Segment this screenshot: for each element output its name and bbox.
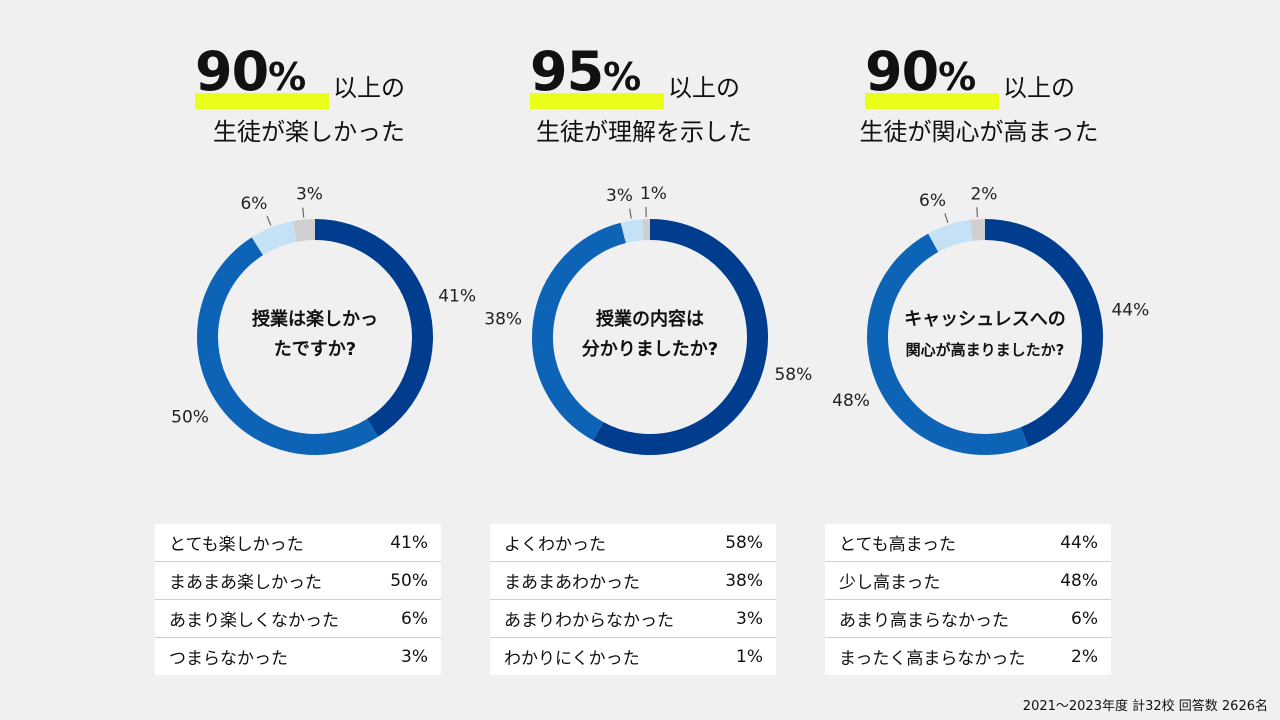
row-value: 38% — [725, 570, 763, 591]
donut-slice — [867, 233, 1029, 455]
slice-label: 3% — [606, 186, 633, 206]
leader-line — [944, 213, 949, 224]
headline-suffix: 以上の — [1003, 74, 1075, 102]
slice-label: 6% — [919, 191, 946, 211]
headline-subtitle: 生徒が楽しかった — [213, 118, 405, 146]
row-value: 6% — [1071, 608, 1098, 629]
donut-slice — [620, 219, 645, 244]
leader-line — [266, 215, 272, 226]
survey-panel-2: 95% 以上の 生徒が理解を示した 58% 38% 3% 1% 授業の内容は 分かりました… — [470, 0, 830, 720]
row-label: あまり高まらなかった — [839, 611, 1009, 631]
headline-percent: 90% — [195, 40, 306, 103]
row-label: 少し高まった — [839, 573, 941, 593]
slice-label: 2% — [970, 184, 997, 204]
headline-suffix: 以上の — [333, 74, 405, 102]
highlight-marker — [195, 93, 329, 109]
donut-slice — [314, 219, 433, 437]
table-row: よくわかった 58% — [490, 524, 776, 562]
slice-label: 58% — [774, 365, 812, 385]
row-label: つまらなかった — [169, 649, 288, 669]
response-table: とても楽しかった 41% まあまあ楽しかった 50% あまり楽しくなかった 6% つまらなか… — [155, 524, 441, 675]
row-value: 58% — [725, 532, 763, 553]
row-value: 6% — [401, 608, 428, 629]
footer-note: 2021～2023年度 計32校 回答数 2626名 — [1022, 699, 1268, 714]
slice-label: 41% — [438, 287, 476, 307]
row-label: まったく高まらなかった — [839, 649, 1026, 669]
row-label: とても楽しかった — [169, 535, 304, 555]
table-row: あまり楽しくなかった 6% — [155, 600, 441, 638]
row-label: わかりにくかった — [504, 649, 640, 669]
row-value: 3% — [736, 608, 763, 629]
slice-label: 3% — [296, 185, 323, 205]
table-row: とても高まった 44% — [825, 524, 1111, 562]
table-row: あまりわからなかった 3% — [490, 600, 776, 638]
leader-line — [976, 207, 979, 218]
survey-panel-1: 90% 以上の 生徒が楽しかった 41% 50% 6% 3% 授業は楽しかっ たですか? … — [135, 0, 495, 720]
row-value: 41% — [390, 532, 428, 553]
headline-subtitle: 生徒が関心が高まった — [859, 118, 1099, 146]
headline-percent: 90% — [865, 40, 976, 103]
slice-label: 44% — [1111, 300, 1149, 320]
response-table: とても高まった 44% 少し高まった 48% あまり高まらなかった 6% まったく高まらなか… — [825, 524, 1111, 675]
center-question: 分かりましたか? — [582, 339, 718, 360]
table-row: 少し高まった 48% — [825, 562, 1111, 600]
table-row: あまり高まらなかった 6% — [825, 600, 1111, 638]
headline-percent: 95% — [530, 40, 641, 103]
highlight-marker — [865, 93, 999, 109]
center-question: 授業の内容は — [596, 308, 704, 330]
slice-label: 6% — [240, 194, 267, 214]
highlight-marker — [530, 93, 664, 109]
table-row: つまらなかった 3% — [155, 638, 441, 675]
leader-line — [629, 208, 632, 219]
row-label: あまり楽しくなかった — [169, 611, 339, 631]
slice-label: 50% — [171, 407, 209, 427]
donut-slice — [197, 237, 379, 455]
row-label: とても高まった — [839, 535, 956, 555]
donut-slice — [928, 219, 974, 253]
response-table: よくわかった 58% まあまあわかった 38% あまりわからなかった 3% わかりにくかった… — [490, 524, 776, 675]
center-question: キャッシュレスへの — [904, 309, 1066, 330]
table-row: まったく高まらなかった 2% — [825, 638, 1111, 675]
donut-slice — [532, 222, 627, 441]
row-value: 1% — [736, 646, 763, 667]
headline-suffix: 以上の — [668, 74, 740, 102]
row-value: 3% — [401, 646, 428, 667]
slice-label: 48% — [832, 391, 870, 411]
center-question: たですか? — [274, 339, 356, 360]
row-value: 2% — [1071, 646, 1098, 667]
row-label: まあまあ楽しかった — [169, 573, 322, 593]
headline-subtitle: 生徒が理解を示した — [536, 118, 752, 146]
row-label: まあまあわかった — [504, 573, 640, 593]
table-row: まあまあ楽しかった 50% — [155, 562, 441, 600]
leader-line — [302, 207, 305, 218]
row-label: よくわかった — [504, 535, 606, 555]
donut-slice — [970, 219, 986, 241]
donut-slice — [251, 221, 298, 256]
table-row: とても楽しかった 41% — [155, 524, 441, 562]
survey-panel-3: 90% 以上の 生徒が関心が高まった 44% 48% 6% 2% キャッシュレスへの 関心… — [805, 0, 1165, 720]
donut-slice — [292, 219, 316, 242]
center-question: 関心が高まりましたか? — [906, 341, 1065, 359]
table-row: まあまあわかった 38% — [490, 562, 776, 600]
donut-slice — [984, 219, 1103, 447]
row-value: 48% — [1060, 570, 1098, 591]
row-label: あまりわからなかった — [504, 611, 674, 631]
slice-label: 1% — [640, 184, 667, 204]
table-row: わかりにくかった 1% — [490, 638, 776, 675]
row-value: 44% — [1060, 532, 1098, 553]
center-question: 授業は楽しかっ — [252, 308, 378, 330]
row-value: 50% — [390, 570, 428, 591]
donut-slice — [593, 219, 768, 455]
slice-label: 38% — [484, 309, 522, 329]
